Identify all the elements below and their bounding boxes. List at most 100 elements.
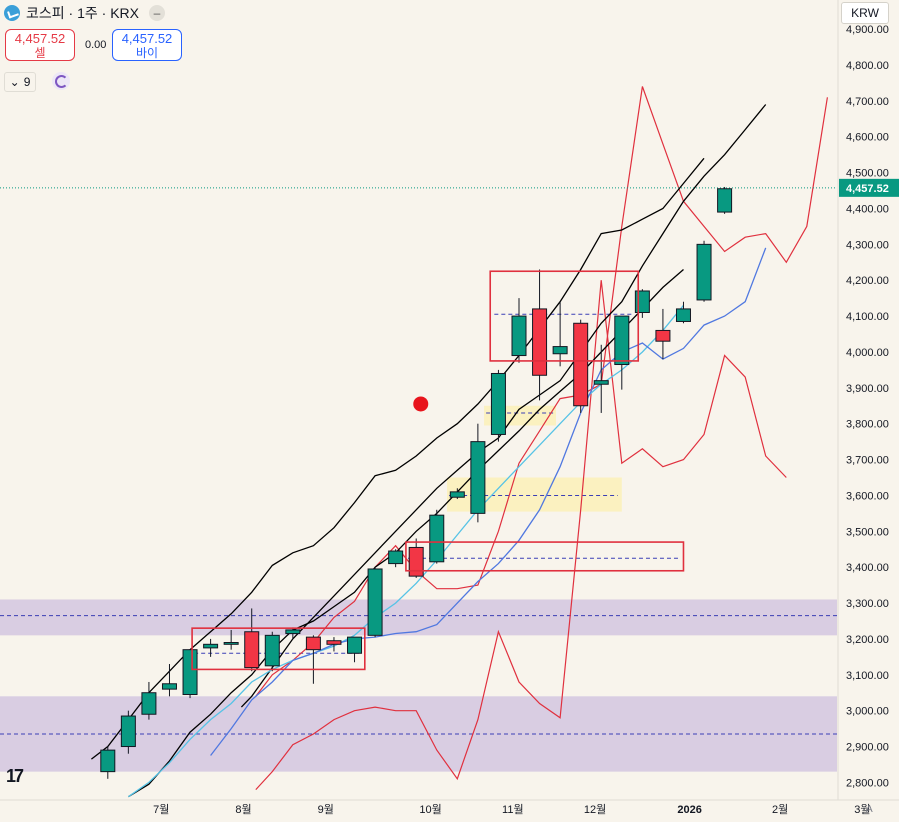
candle-body-3: [161, 683, 177, 690]
candle-body-27: [655, 329, 671, 342]
currency-label: KRW: [851, 6, 879, 20]
signal-dot: [413, 396, 429, 412]
candle-7: [244, 608, 260, 672]
candle-body-8: [264, 634, 280, 667]
candle-body-14: [388, 550, 404, 565]
candle-body-29: [696, 243, 712, 301]
sell-label: 셀: [34, 46, 46, 60]
candle-body-25: [614, 315, 630, 366]
candle-body-9: [285, 629, 301, 635]
candle-body-24: [593, 380, 609, 385]
sell-button[interactable]: 4,457.52 셀: [5, 29, 75, 61]
candle-15: [408, 538, 424, 578]
candle-30: [717, 186, 733, 214]
candle-3: [161, 664, 177, 697]
candle-9: [285, 627, 301, 639]
candle-body-4: [182, 649, 198, 696]
chevron-down-icon: ⌄: [9, 75, 20, 89]
candle-6: [223, 629, 239, 650]
y-tick-label: 3,800.00: [846, 419, 889, 431]
candle-25: [614, 315, 630, 390]
y-tick-label: 4,400.00: [846, 203, 889, 215]
y-tick-label: 4,300.00: [846, 239, 889, 251]
candle-10: [305, 635, 321, 684]
y-tick-label: 3,500.00: [846, 526, 889, 538]
x-tick-label: 3월: [854, 803, 870, 816]
candle-16: [429, 509, 445, 564]
y-tick-label: 3,700.00: [846, 455, 889, 467]
x-tick-label: 11월: [502, 803, 524, 816]
y-tick-label: 4,100.00: [846, 311, 889, 323]
candle-body-2: [141, 692, 157, 715]
candle-body-21: [532, 308, 548, 376]
y-tick-label: 4,800.00: [846, 60, 889, 72]
minus-icon[interactable]: –: [148, 5, 165, 21]
candle-17: [449, 488, 465, 500]
candle-5: [203, 638, 219, 657]
candle-body-0: [100, 749, 116, 773]
candle-body-5: [203, 643, 219, 649]
candle-body-1: [120, 715, 136, 748]
candle-body-18: [470, 441, 486, 514]
candle-1: [120, 710, 136, 754]
y-tick-label: 2,800.00: [846, 777, 889, 789]
buy-button[interactable]: 4,457.52 바이: [112, 29, 182, 61]
candle-body-30: [717, 188, 733, 213]
candle-8: [264, 631, 280, 672]
tradingview-logo[interactable]: 17: [6, 766, 24, 786]
y-tick-label: 4,700.00: [846, 96, 889, 108]
candle-body-13: [367, 568, 383, 636]
y-tick-label: 3,200.00: [846, 634, 889, 646]
spread-value: 0.00: [85, 39, 107, 51]
candle-2: [141, 681, 157, 720]
candle-18: [470, 423, 486, 523]
candle-24: [593, 344, 609, 413]
indicators-toggle[interactable]: ⌄ 9: [4, 72, 36, 92]
candle-20: [511, 298, 527, 363]
refresh-icon: [54, 74, 68, 88]
candle-4: [182, 649, 198, 699]
y-tick-label: 4,200.00: [846, 275, 889, 287]
y-tick-label: 3,400.00: [846, 562, 889, 574]
candle-23: [573, 319, 589, 413]
y-tick-label: 4,000.00: [846, 347, 889, 359]
symbol-header: 코스피 · 1주 · KRX –: [4, 3, 165, 23]
symbol-logo-icon: [4, 5, 20, 21]
y-tick-label: 3,600.00: [846, 490, 889, 502]
candle-body-6: [223, 642, 239, 645]
refresh-button[interactable]: [52, 72, 70, 90]
y-tick-label: 4,900.00: [846, 24, 889, 36]
candle-22: [552, 301, 568, 367]
y-tick-label: 4,500.00: [846, 168, 889, 180]
red-box-1: [405, 541, 685, 572]
lower-band-line: [255, 280, 787, 791]
candle-13: [367, 567, 383, 638]
y-tick-label: 3,000.00: [846, 706, 889, 718]
candle-0: [100, 746, 116, 779]
symbol-title[interactable]: 코스피 · 1주 · KRX: [26, 5, 139, 21]
buy-price: 4,457.52: [121, 31, 173, 46]
candle-body-23: [573, 322, 589, 407]
sell-price: 4,457.52: [14, 31, 66, 46]
x-tick-label: 9월: [318, 803, 334, 816]
currency-button[interactable]: KRW: [841, 2, 889, 24]
auto-scale-button[interactable]: A: [866, 804, 873, 815]
candle-21: [532, 269, 548, 401]
x-tick-label: 10월: [419, 803, 441, 816]
candle-body-16: [429, 514, 445, 563]
x-tick-label: 7월: [153, 803, 169, 816]
y-tick-label: 2,900.00: [846, 742, 889, 754]
candle-28: [675, 301, 691, 324]
y-tick-label: 3,100.00: [846, 670, 889, 682]
ma-line-3: [128, 304, 685, 798]
red-box-2: [489, 270, 640, 362]
indicator-count: 9: [23, 75, 31, 89]
candle-body-17: [449, 491, 465, 498]
candle-body-12: [347, 636, 363, 654]
candle-11: [326, 637, 342, 652]
candle-19: [490, 369, 506, 442]
candle-body-15: [408, 546, 424, 577]
x-tick-label: 2026: [677, 804, 701, 816]
candle-29: [696, 240, 712, 302]
